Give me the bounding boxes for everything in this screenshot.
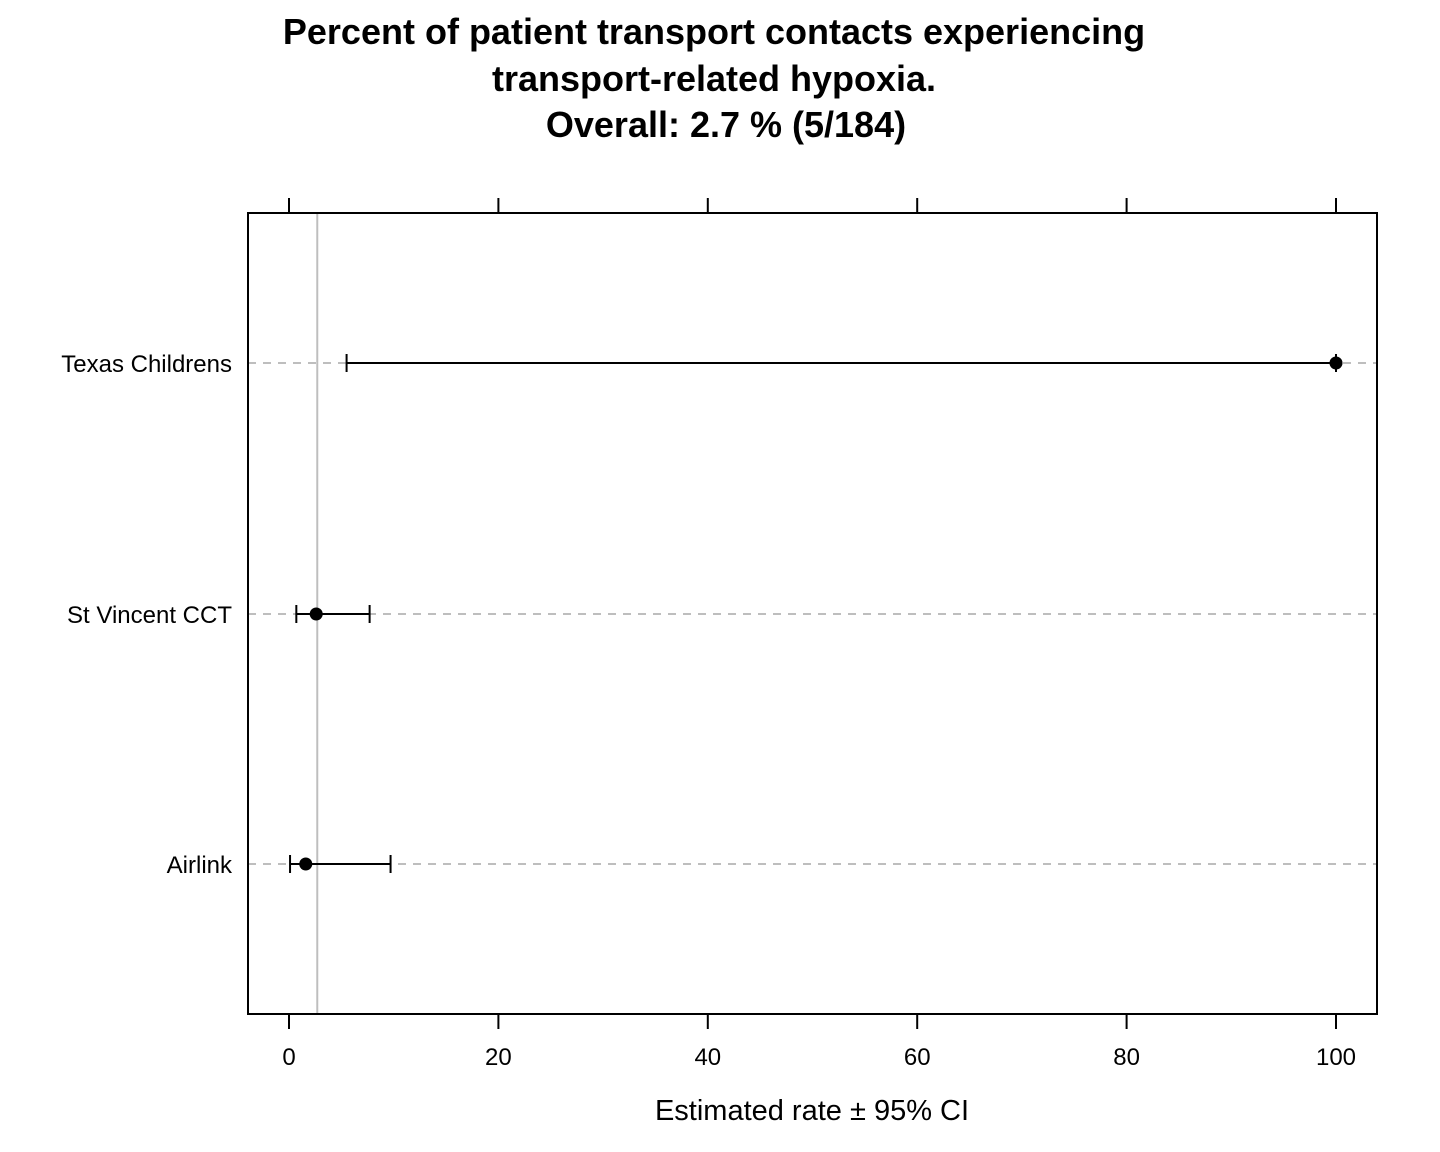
estimate-point <box>1329 356 1343 370</box>
category-label: Texas Childrens <box>61 351 232 378</box>
x-axis-bottom-ticks <box>288 1014 1337 1029</box>
x-axis-tick-labels: 0 20 40 60 80 100 <box>282 1044 1356 1071</box>
chart-title-line-1: Percent of patient transport contacts ex… <box>283 11 1145 52</box>
estimate-point <box>299 857 313 871</box>
chart-title: Percent of patient transport contacts ex… <box>283 11 1145 145</box>
category-label: Airlink <box>167 852 233 879</box>
category-label: St Vincent CCT <box>67 602 232 629</box>
chart-title-line-2: transport-related hypoxia. <box>492 58 936 99</box>
error-bars <box>289 354 1337 873</box>
plot-frame <box>247 212 1378 1015</box>
estimate-points <box>299 356 1343 871</box>
y-axis-category-labels: Texas Childrens St Vincent CCT Airlink <box>61 351 233 879</box>
x-tick-label: 80 <box>1113 1044 1140 1071</box>
x-tick-label: 40 <box>694 1044 721 1071</box>
x-tick-label: 60 <box>904 1044 931 1071</box>
x-tick-label: 20 <box>485 1044 512 1071</box>
chart-title-line-3: Overall: 2.7 % (5/184) <box>546 104 906 145</box>
x-tick-label: 100 <box>1316 1044 1356 1071</box>
x-axis-top-ticks <box>288 198 1337 213</box>
grid-lines <box>248 362 1377 865</box>
x-axis-title: Estimated rate ± 95% CI <box>655 1095 969 1127</box>
x-tick-label: 0 <box>282 1044 295 1071</box>
estimate-point <box>309 607 323 621</box>
